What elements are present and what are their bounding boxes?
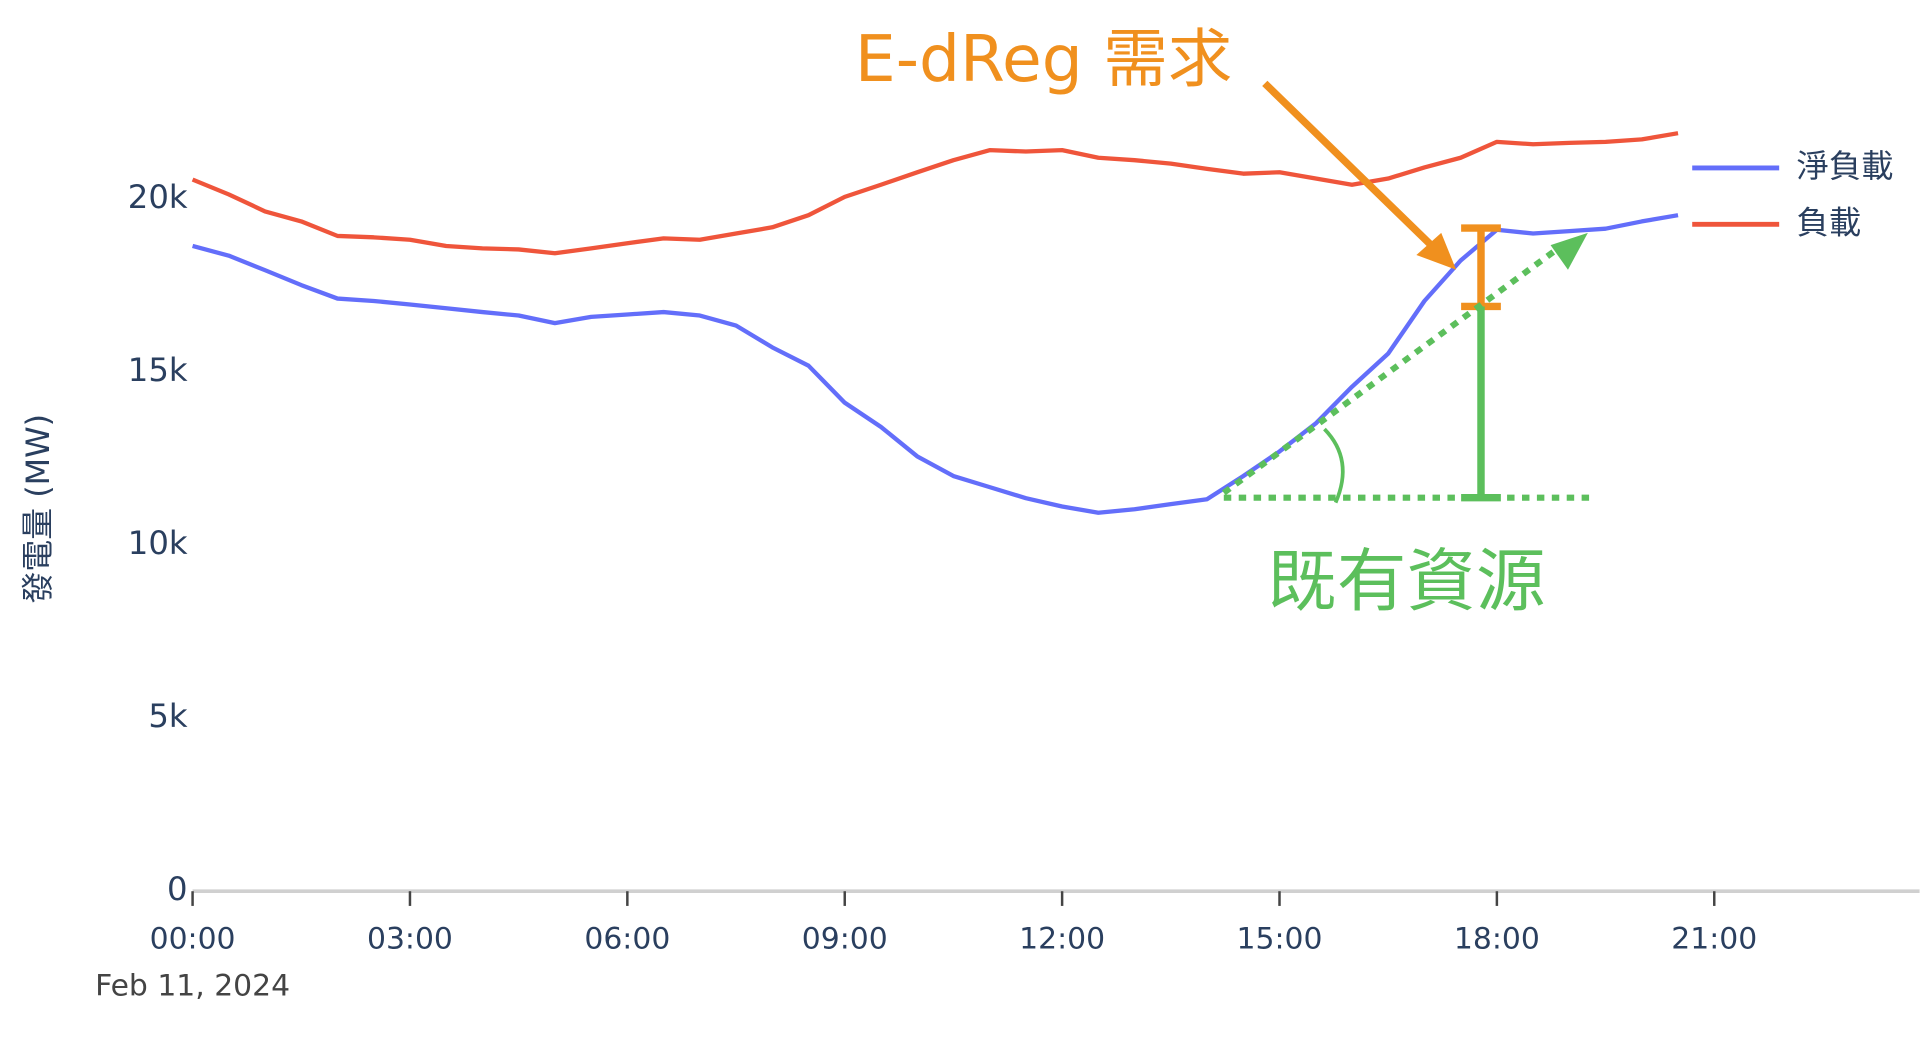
legend-label: 負載 [1797, 203, 1862, 241]
y-tick-label: 5k [148, 697, 188, 735]
x-date-label: Feb 11, 2024 [95, 968, 290, 1002]
angle-arc [1323, 427, 1345, 504]
legend-label: 淨負載 [1797, 147, 1894, 185]
x-tick-label: 15:00 [1237, 922, 1323, 956]
x-tick-label: 12:00 [1019, 922, 1105, 956]
line [192, 213, 1679, 515]
y-axis-title: 發電量 (MW) [19, 414, 57, 604]
y-tick-label: 0 [167, 870, 188, 908]
annotation: E-dReg 需求 [855, 23, 1233, 98]
x-tick-label: 03:00 [367, 922, 453, 956]
x-tick-label: 06:00 [584, 922, 670, 956]
plot: 0 5k 10k 15k 20k 00:00 03:00 06:00 09:00 12:00 15:… [128, 131, 1920, 956]
y-tick-label: 15k [128, 351, 188, 389]
y-tick-label: 20k [128, 178, 188, 216]
x-tick-label: 00:00 [150, 922, 236, 956]
x-tick-label: 09:00 [802, 922, 888, 956]
x-tick-label: 21:00 [1671, 922, 1757, 956]
y-tick-label: 10k [128, 524, 188, 562]
arrow [1262, 80, 1444, 258]
annotation-shapes [1221, 80, 1597, 504]
line [191, 131, 1679, 256]
arrow-head [1416, 232, 1457, 270]
dotted-line [1221, 245, 1562, 496]
x-tick-label: 18:00 [1454, 922, 1540, 956]
annotation: 既有資源 [1267, 542, 1545, 621]
arrow-head [1550, 232, 1588, 270]
